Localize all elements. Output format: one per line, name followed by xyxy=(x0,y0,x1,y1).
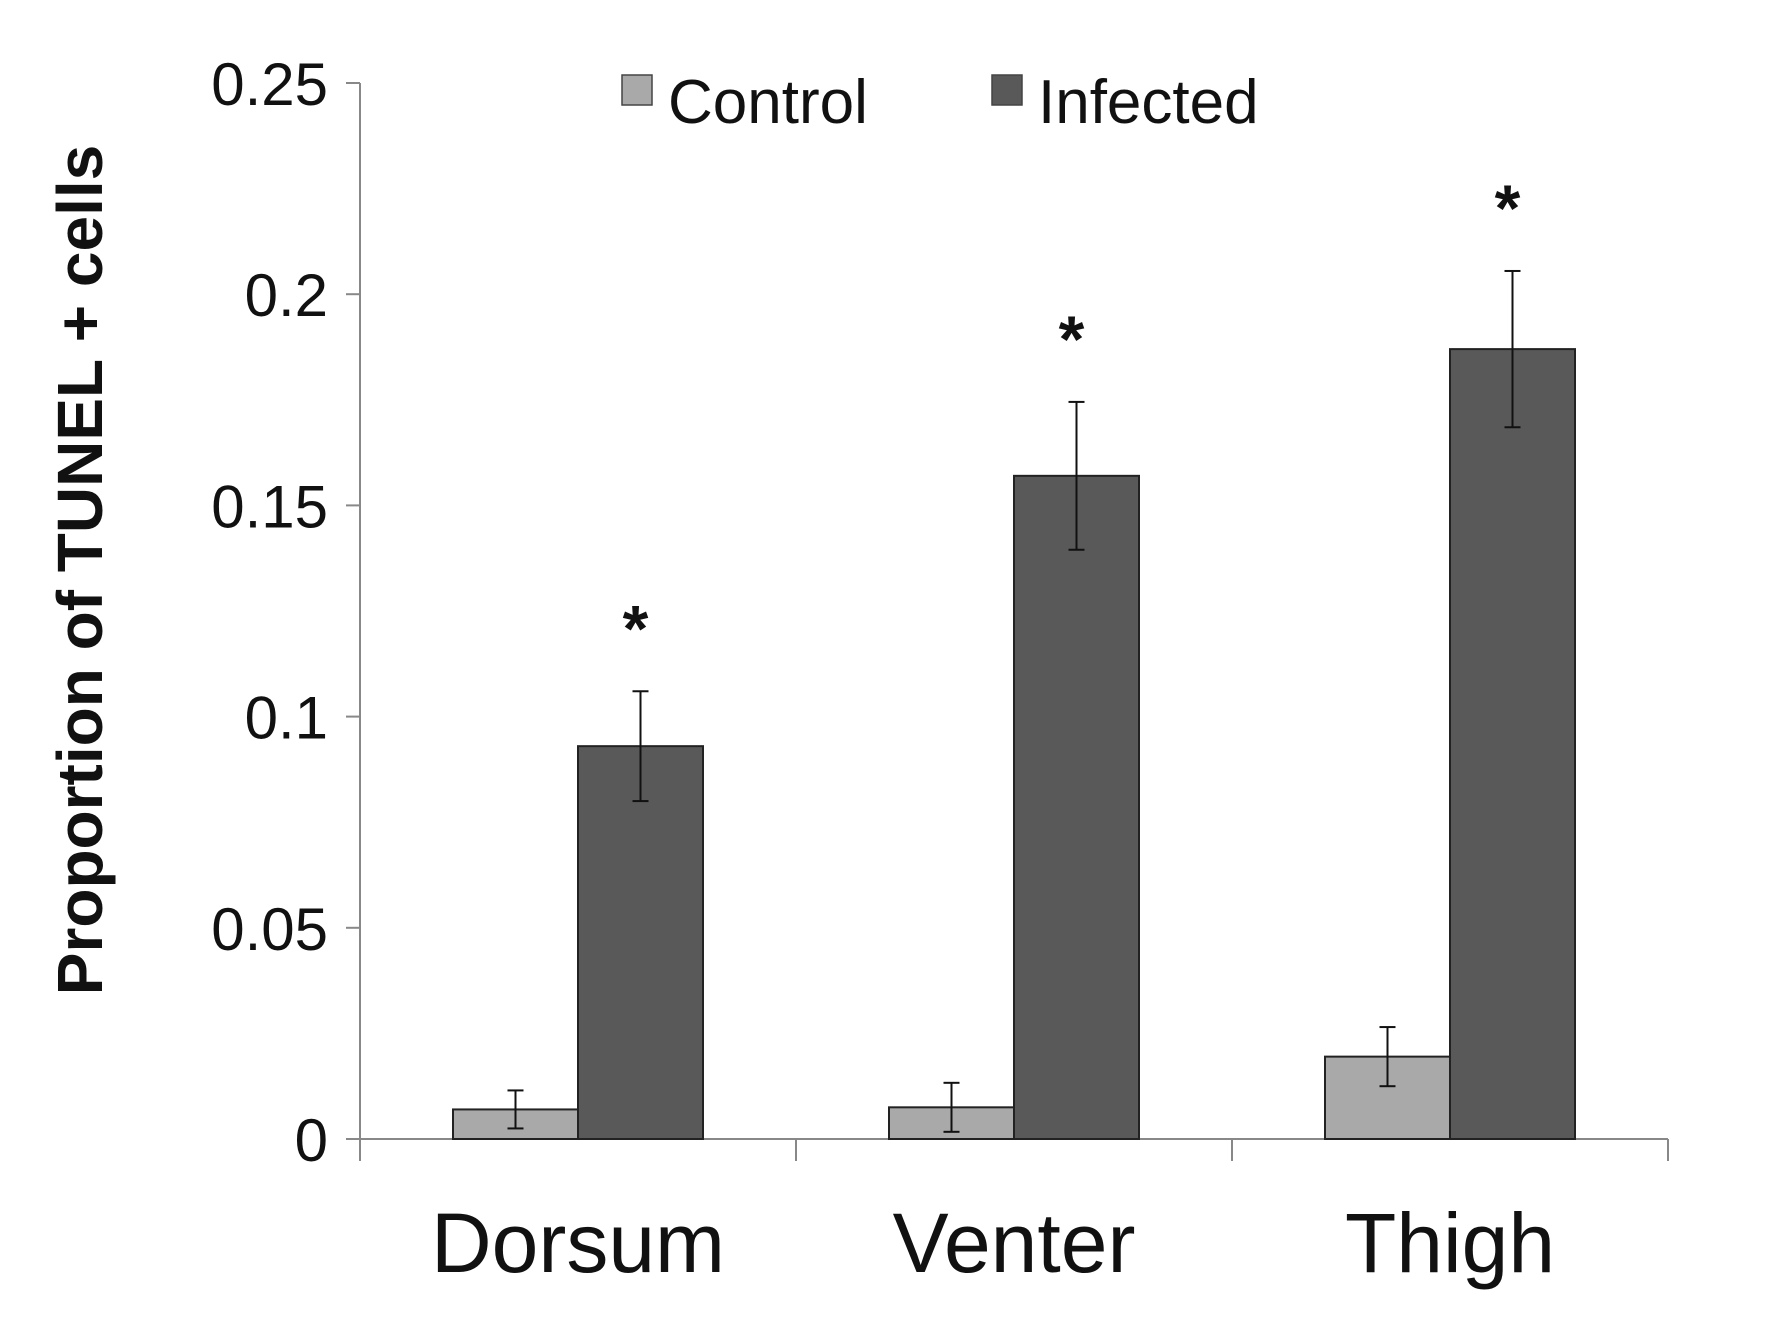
y-tick-label: 0.25 xyxy=(211,51,328,118)
annotations-group: * * * xyxy=(623,171,1521,665)
legend: Control Infected xyxy=(621,68,1259,137)
bar-infected xyxy=(1449,348,1576,1140)
y-tick-label: 0.2 xyxy=(245,262,328,329)
legend-swatch-control xyxy=(621,74,653,106)
legend-label-control: Control xyxy=(668,68,868,137)
legend-swatch-infected xyxy=(991,74,1023,106)
y-tick-label: 0 xyxy=(295,1107,328,1174)
bars-group xyxy=(452,348,1576,1141)
x-category-label: Dorsum xyxy=(431,1196,725,1290)
y-tick-label: 0.05 xyxy=(211,896,328,963)
error-bars-group xyxy=(507,269,1521,1133)
y-tick-label: 0.1 xyxy=(245,685,328,752)
bar-infected xyxy=(1013,474,1140,1141)
x-category-label: Thigh xyxy=(1345,1196,1555,1290)
axes-group: 0 0.05 0.1 0.15 0.2 0.25 Dorsum Venter Thigh xyxy=(211,51,1669,1290)
y-tick-label: 0.15 xyxy=(211,473,328,540)
legend-label-infected: Infected xyxy=(1038,68,1259,137)
y-axis-label: Proportion of TUNEL + cells xyxy=(44,145,116,995)
x-category-label: Venter xyxy=(893,1196,1136,1290)
bar-infected xyxy=(577,745,704,1141)
significance-marker: * xyxy=(623,591,649,665)
significance-marker: * xyxy=(1059,302,1085,376)
significance-marker: * xyxy=(1495,171,1521,245)
